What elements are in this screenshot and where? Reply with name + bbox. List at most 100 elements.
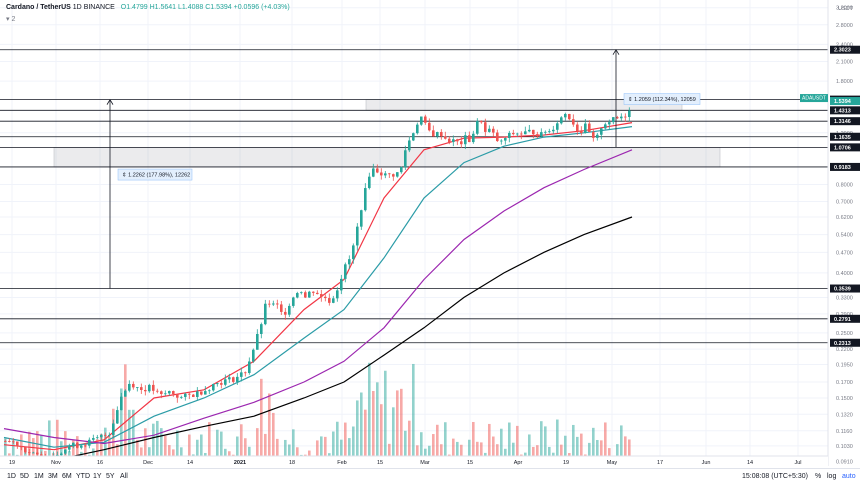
price-tick-label: 0.1320	[836, 412, 853, 418]
volume-bar	[516, 425, 519, 466]
volume-bar	[56, 419, 59, 466]
volume-bar	[508, 422, 511, 466]
candle-body	[80, 445, 83, 448]
volume-bar	[528, 434, 531, 466]
volume-bar	[492, 436, 495, 466]
volume-bar	[156, 420, 159, 466]
candle-body	[180, 396, 183, 398]
candle-body	[628, 110, 631, 117]
candle-body	[220, 383, 223, 385]
candle-body	[596, 134, 599, 138]
volume-bar	[572, 424, 575, 466]
candle-body	[268, 303, 271, 305]
candle-body	[208, 390, 211, 392]
candle-body	[568, 113, 571, 120]
volume-bar	[540, 421, 543, 466]
range-all[interactable]: All	[120, 473, 128, 480]
volume-bar	[324, 436, 327, 466]
candle-body	[60, 453, 63, 455]
candle-body	[464, 135, 467, 145]
volume-bar	[360, 392, 363, 466]
range-5y[interactable]: 5Y	[106, 473, 115, 480]
volume-bar	[400, 388, 403, 466]
volume-bar	[240, 424, 243, 466]
candle-body	[452, 139, 455, 143]
volume-bar	[256, 428, 259, 466]
measure-annotations[interactable]: ⇕ 1.2262 (177.98%), 12262 ⇕ 1.2059 (112.3…	[106, 48, 701, 289]
candle-body	[96, 437, 99, 439]
interval-label[interactable]: 1D	[72, 4, 82, 11]
volume-bar	[544, 426, 547, 466]
clock[interactable]: 15:08:08 (UTC+5:30)	[742, 473, 808, 480]
percent-toggle[interactable]: %	[815, 473, 822, 480]
time-axis[interactable]: 19 Nov 16 Dec 14 2021 18 Feb 15 Mar 15 Apr 19 May 17 Ju…	[0, 455, 828, 466]
candle-body	[308, 291, 311, 298]
price-tick-label: 3.2000	[836, 6, 853, 12]
volume-bar	[440, 444, 443, 466]
level-price-text: 0.2791	[834, 317, 851, 323]
range-1d[interactable]: 1D	[7, 473, 16, 480]
candle-body	[336, 290, 339, 299]
candle-body	[440, 132, 443, 137]
chart-legend[interactable]: Cardano / TetherUS 1D BINANCE O1.4799 H1…	[6, 4, 290, 11]
candle-body	[624, 116, 627, 118]
price-tick-label: 0.5400	[836, 233, 853, 239]
candle-body	[296, 293, 299, 298]
volume-bar	[284, 439, 287, 466]
volume-bar	[104, 427, 107, 466]
level-price-tag	[830, 314, 860, 323]
price-tick-label: 0.1160	[836, 429, 852, 435]
volume-bar	[460, 444, 463, 466]
volume-bar	[480, 442, 483, 466]
volume-bar	[596, 440, 599, 466]
support-zone[interactable]	[53, 147, 721, 168]
level-price-text: 1.0706	[834, 145, 851, 151]
range-3m[interactable]: 3M	[48, 473, 58, 480]
candle-body	[480, 121, 483, 123]
time-tick-label: Apr	[514, 460, 523, 466]
level-price-text: 0.9183	[834, 165, 851, 171]
candle-body	[172, 391, 175, 395]
volume-bar	[412, 363, 415, 466]
volume-bar	[564, 435, 567, 466]
indicator-toggle[interactable]: ▾ 2	[6, 16, 16, 23]
range-ytd[interactable]: YTD	[76, 473, 90, 480]
candle-body	[348, 259, 351, 265]
volume-bar	[64, 431, 67, 466]
range-1m[interactable]: 1M	[34, 473, 44, 480]
candle-body	[500, 140, 503, 142]
candle-body	[496, 132, 499, 142]
price-axis[interactable]: USDT3.20002.80002.40002.10001.80001.2000…	[800, 0, 860, 466]
candle-body	[256, 333, 259, 350]
candle-body	[384, 173, 387, 176]
candle-body	[432, 130, 435, 137]
level-price-text: 1.4313	[834, 108, 851, 114]
range-5d[interactable]: 5D	[20, 473, 29, 480]
candle-body	[312, 291, 315, 293]
time-tick-label: Dec	[143, 460, 153, 466]
candle-body	[564, 113, 567, 118]
volume-bar	[604, 422, 607, 466]
candle-body	[248, 361, 251, 373]
range-1y[interactable]: 1Y	[93, 473, 102, 480]
volume-bar	[188, 434, 191, 466]
volume-bar	[408, 420, 411, 466]
time-tick-label: Jun	[702, 460, 711, 466]
volume-bar	[356, 400, 359, 466]
price-tick-label: 0.8000	[836, 183, 853, 189]
candle-body	[240, 372, 243, 377]
candle-body	[4, 441, 7, 442]
auto-toggle[interactable]: auto	[842, 473, 856, 480]
volume-bar	[236, 436, 239, 466]
volume-bar	[40, 435, 43, 466]
horizontal-levels[interactable]	[0, 49, 828, 344]
symbol-name[interactable]: Cardano / TetherUS	[6, 4, 71, 11]
range-6m[interactable]: 6M	[62, 473, 72, 480]
candle-body	[620, 116, 623, 119]
candle-body	[428, 122, 431, 131]
log-toggle[interactable]: log	[827, 473, 837, 480]
volume-bar	[576, 436, 579, 466]
candle-body	[540, 132, 543, 137]
measure-label: ⇕ 1.2262 (177.98%), 12262	[122, 172, 190, 179]
